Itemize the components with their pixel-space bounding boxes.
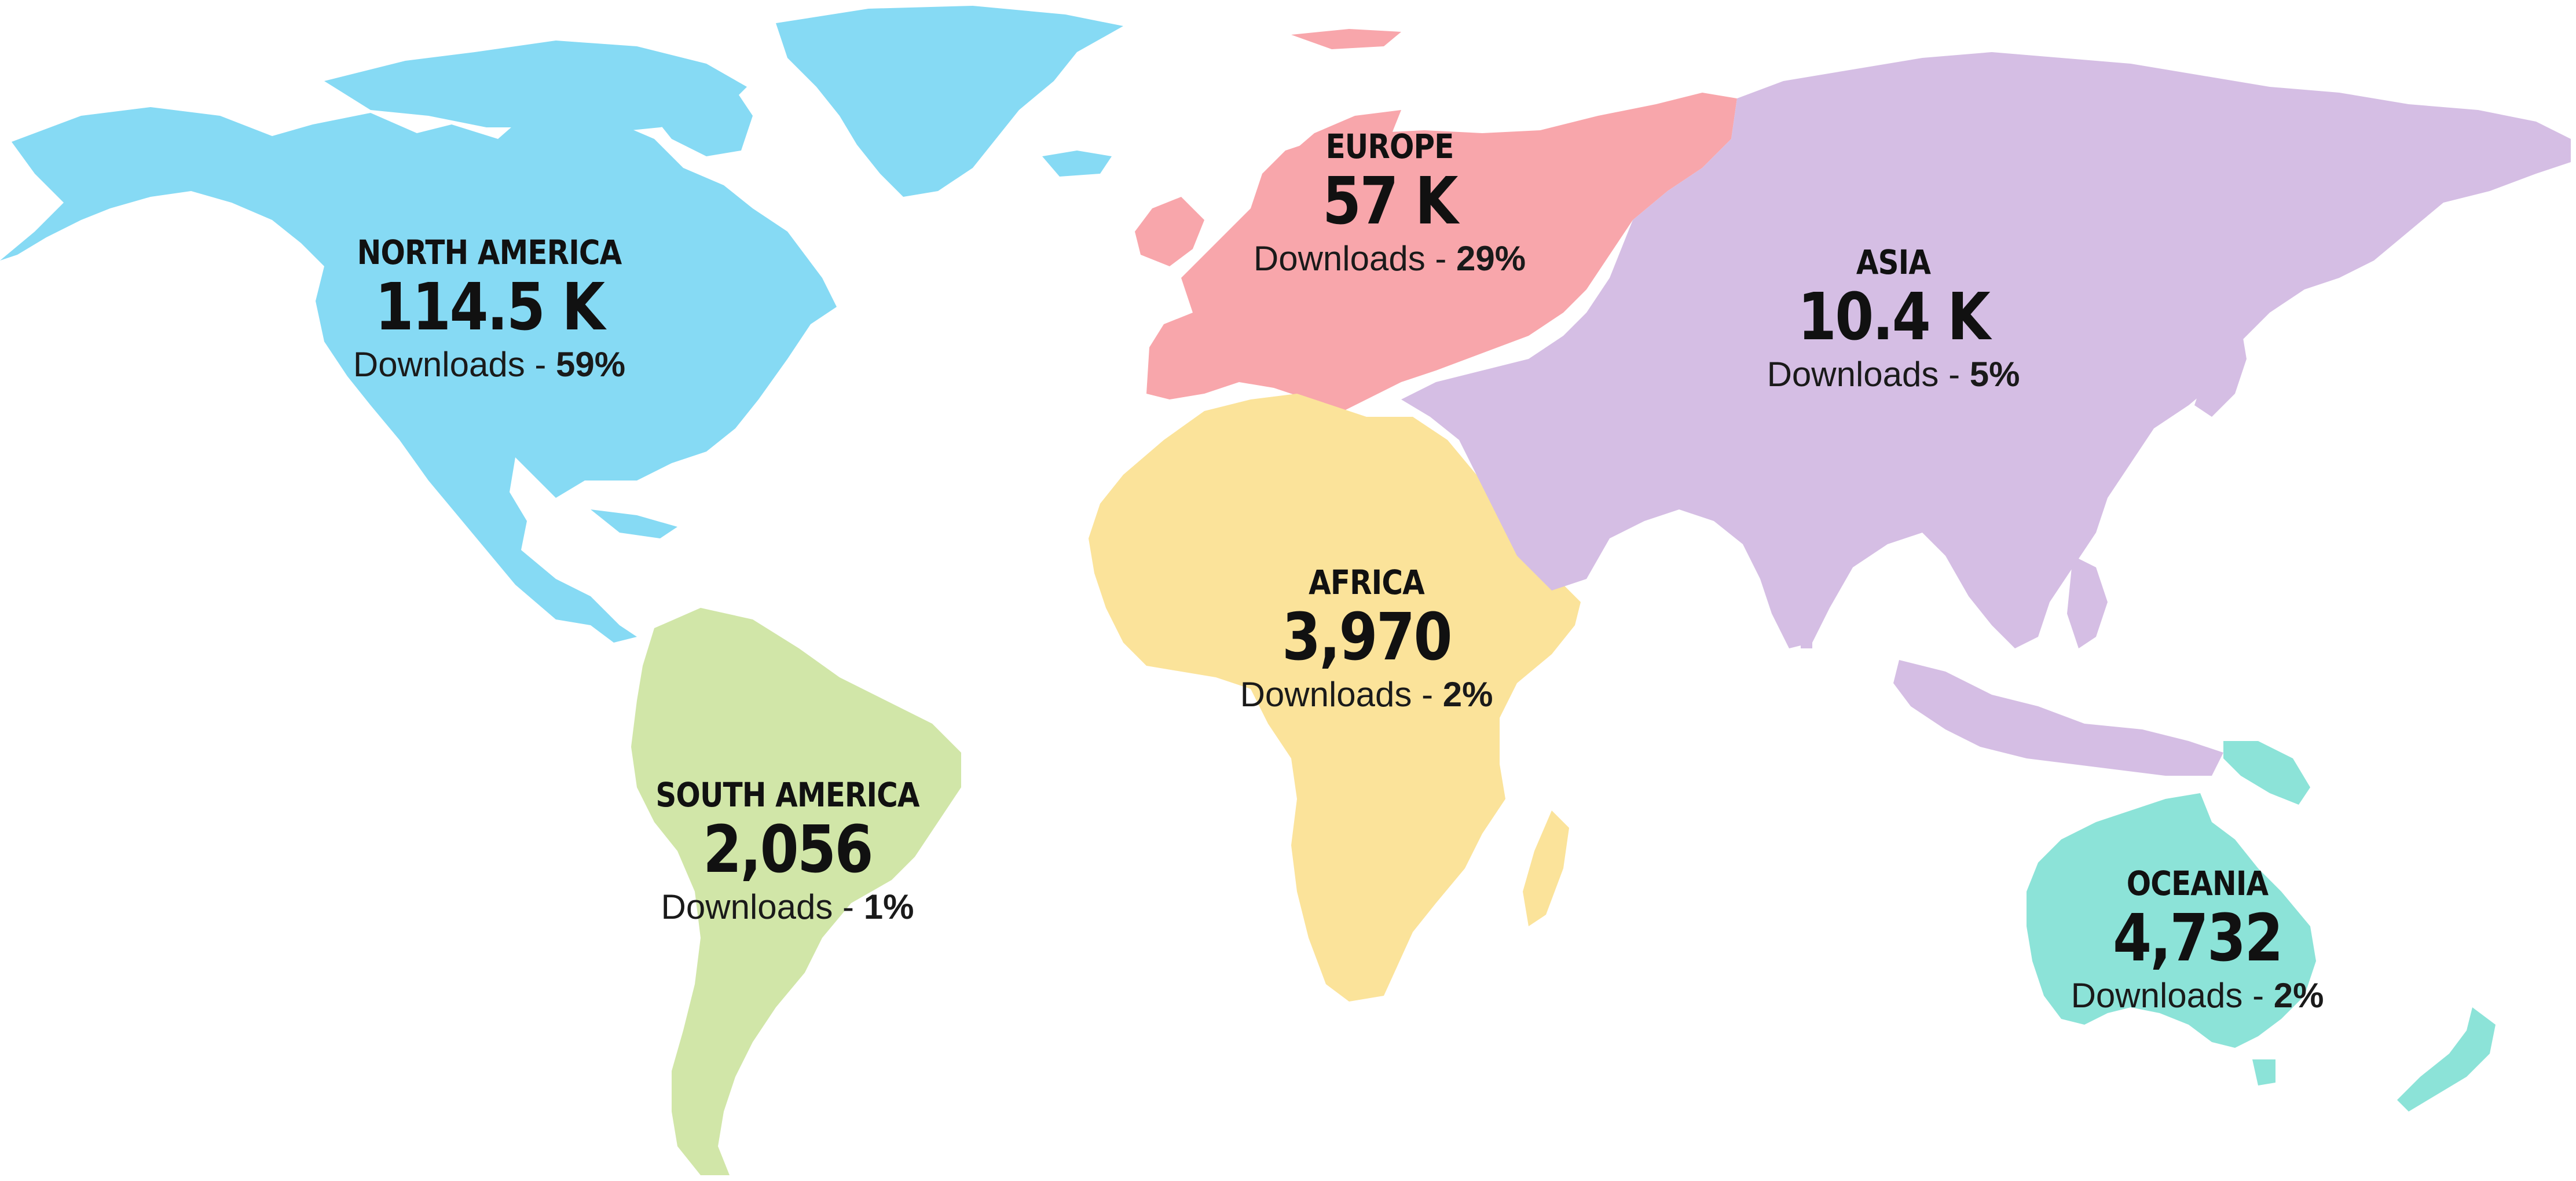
japan: [2194, 301, 2247, 417]
region-value: 57 K: [1322, 163, 1458, 239]
region-stat: Downloads - 1%: [634, 886, 940, 928]
region-name: NORTH AMERICA: [357, 233, 622, 272]
region-label-oceania: OCEANIA 4,732 Downloads - 2%: [2071, 865, 2324, 1017]
north-america-shape: [0, 6, 1123, 643]
africa-shape: [1089, 394, 1581, 1002]
stat-percent: 2%: [2273, 976, 2324, 1015]
southeast-asia-islands: [1893, 660, 2223, 776]
novaya-zemlya: [1291, 29, 1401, 49]
region-name: EUROPE: [1325, 127, 1454, 166]
british-isles: [1135, 197, 1204, 266]
stat-percent: 5%: [1969, 355, 2020, 394]
arctic-islands: [324, 41, 747, 133]
iceland-west: [1042, 151, 1112, 177]
tasmania: [2252, 1059, 2275, 1085]
philippines: [2067, 556, 2108, 648]
region-value: 4,732: [2113, 900, 2283, 976]
stat-label: Downloads -: [1253, 239, 1457, 278]
region-stat: Downloads - 2%: [2071, 975, 2324, 1017]
stat-label: Downloads -: [1240, 675, 1443, 714]
caribbean: [591, 509, 677, 538]
stat-label: Downloads -: [1767, 355, 1970, 394]
sri-lanka: [1801, 625, 1812, 648]
region-name: AFRICA: [1309, 563, 1425, 602]
region-label-asia: ASIA 10.4 K Downloads - 5%: [1767, 244, 2020, 395]
stat-label: Downloads -: [2071, 976, 2274, 1015]
region-label-africa: AFRICA 3,970 Downloads - 2%: [1240, 564, 1493, 716]
madagascar: [1523, 810, 1569, 926]
stat-percent: 1%: [863, 887, 914, 927]
stat-percent: 59%: [556, 345, 626, 384]
africa-mainland: [1089, 394, 1581, 1002]
region-label-south-america: SOUTH AMERICA 2,056 Downloads - 1%: [634, 775, 940, 928]
region-stat: Downloads - 5%: [1767, 354, 2020, 395]
region-name: SOUTH AMERICA: [655, 775, 919, 815]
stat-percent: 29%: [1456, 239, 1526, 278]
new-guinea: [2223, 741, 2310, 805]
north-america-mainland: [0, 107, 837, 643]
south-america-shape: [631, 608, 961, 1175]
stat-percent: 2%: [1442, 675, 1493, 714]
region-name: ASIA: [1856, 243, 1931, 282]
stat-label: Downloads -: [661, 887, 864, 927]
asia-mainland: [1401, 52, 2571, 648]
region-value: 114.5 K: [375, 269, 605, 345]
greenland: [776, 6, 1123, 197]
oceania-shape: [2027, 741, 2496, 1112]
baffin-island: [637, 64, 753, 156]
region-value: 3,970: [1282, 599, 1452, 675]
asia-shape: [1401, 52, 2571, 776]
stat-label: Downloads -: [353, 345, 556, 384]
australia: [2027, 793, 2316, 1048]
new-zealand: [2397, 1007, 2496, 1112]
region-name: OCEANIA: [2126, 864, 2269, 903]
region-value: 2,056: [703, 812, 873, 887]
region-stat: Downloads - 59%: [335, 344, 643, 386]
region-stat: Downloads - 2%: [1240, 674, 1493, 716]
region-value: 10.4 K: [1797, 279, 1991, 355]
region-stat: Downloads - 29%: [1254, 238, 1526, 280]
europe-shape: [1135, 29, 1737, 411]
region-label-europe: EUROPE 57 K Downloads - 29%: [1254, 127, 1526, 280]
region-label-north-america: NORTH AMERICA 114.5 K Downloads - 59%: [335, 234, 643, 386]
scandinavia: [1251, 110, 1401, 232]
